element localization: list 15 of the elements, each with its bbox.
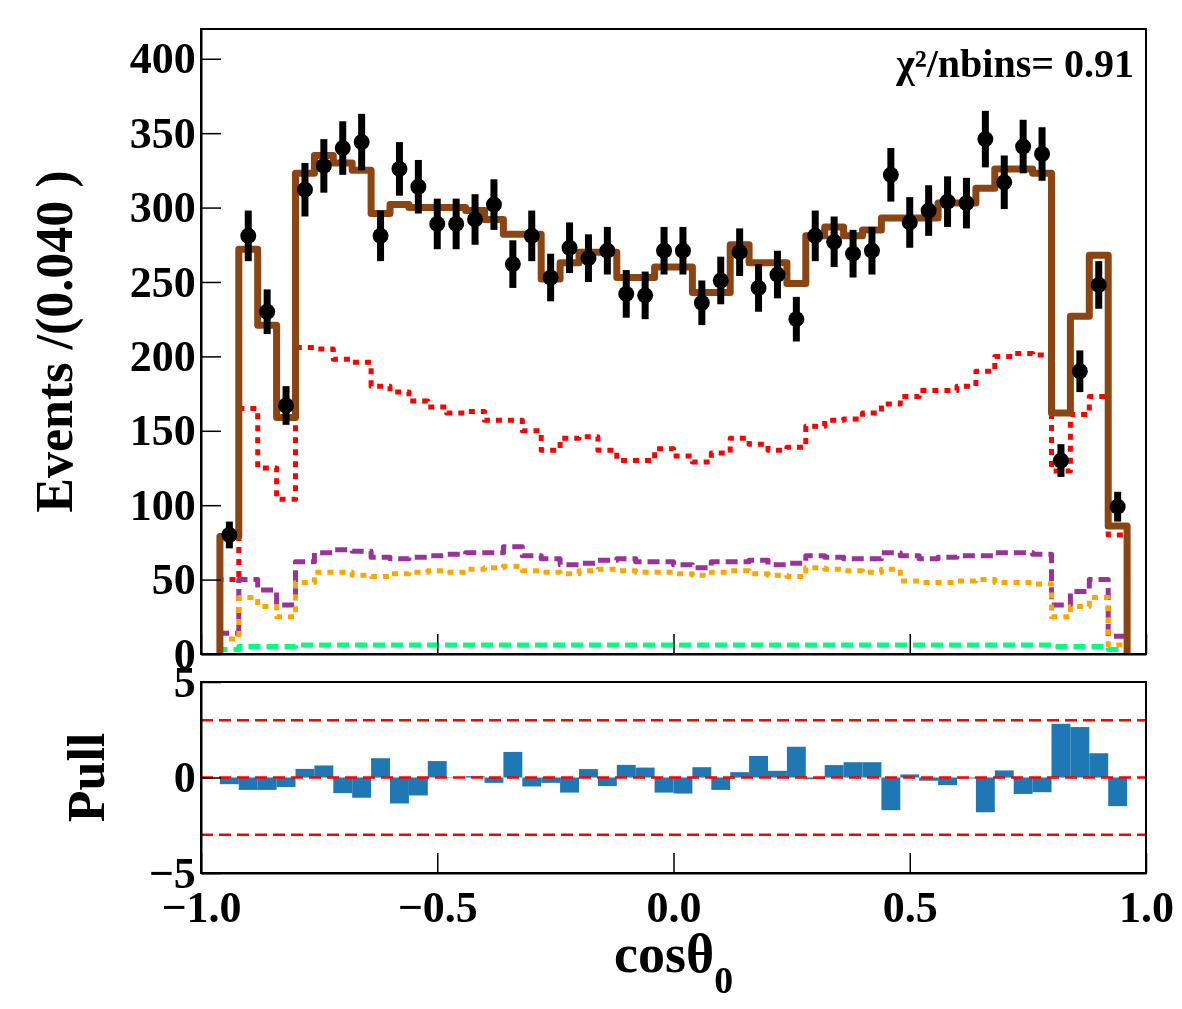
annotation: χ²/nbins= 0.91: [895, 41, 1134, 86]
y-tick-label: 350: [129, 108, 196, 158]
y-tick-label: 400: [129, 34, 196, 84]
y-tick-label: 100: [129, 480, 196, 530]
x-tick-label: 1.0: [1119, 883, 1174, 933]
x-tick-label: −0.5: [397, 883, 478, 933]
y-axis-title: Pull: [58, 732, 115, 823]
x-tick-label: 0.5: [882, 883, 938, 933]
y-tick-label: 300: [129, 183, 196, 233]
y-tick-label: 50: [151, 555, 196, 605]
y-tick-label: 150: [129, 406, 196, 456]
y-tick-label: 250: [129, 257, 196, 307]
y-axis-title: Events /(0.040 ): [26, 170, 84, 513]
y-tick-label: 0: [173, 753, 196, 803]
y-tick-label: 200: [129, 331, 196, 381]
